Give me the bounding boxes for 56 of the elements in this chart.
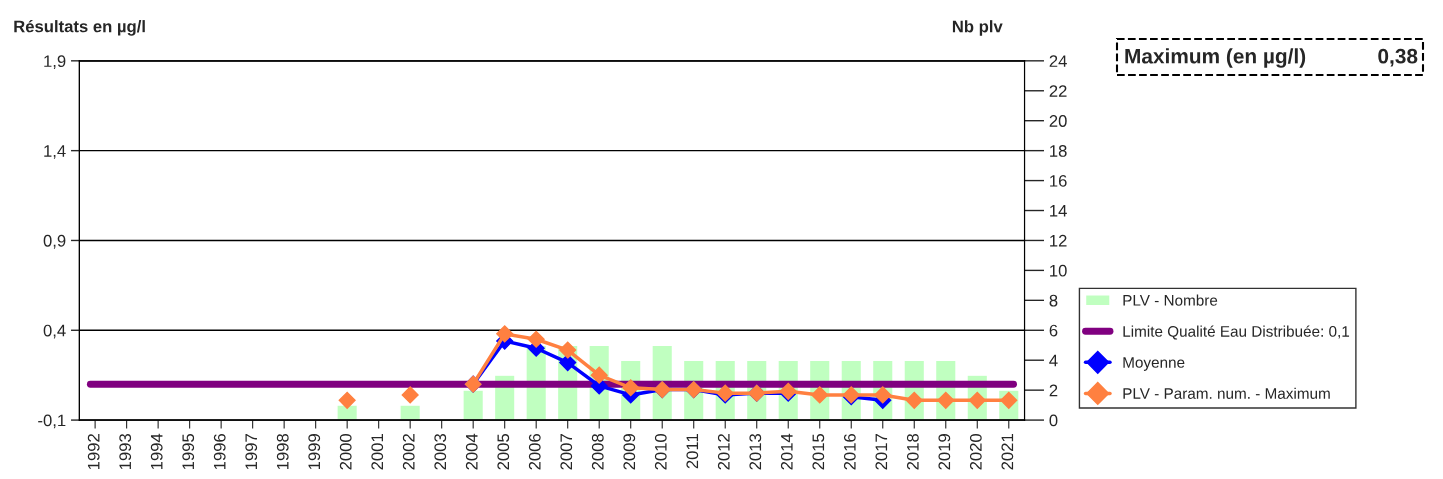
x-tick-label: 1994	[150, 433, 163, 470]
y-tick-label: 0,9	[43, 234, 66, 249]
text: 0,38	[1378, 48, 1418, 67]
x-tick-label: 1997	[245, 434, 258, 470]
x-tick-label: 1999	[308, 434, 321, 470]
x-tick-label: 2009	[623, 434, 636, 470]
x-tick-label: 2017	[875, 434, 888, 470]
x-tick-label: 2019	[938, 434, 951, 470]
y2-tick-label: 0	[1049, 414, 1058, 427]
x-tick-label: 2001	[371, 434, 384, 470]
y2-tick-label: 12	[1050, 234, 1067, 247]
x-tick-label: 2018	[906, 434, 919, 470]
x-tick-label: 2015	[812, 433, 825, 470]
y2-tick-label: 6	[1049, 324, 1058, 337]
legend-label: PLV - Param. num. - Maximum	[1123, 387, 1330, 399]
y2-tick-label: 18	[1050, 145, 1067, 157]
x-tick-label: 2014	[780, 433, 793, 470]
x-tick-label: 1992	[87, 434, 100, 470]
x-tick-label: 2007	[560, 434, 573, 470]
x-tick-label: 2010	[654, 433, 667, 470]
x-tick-label: 2013	[749, 434, 762, 470]
x-tick-label: 2016	[843, 434, 856, 470]
text: Maximum (en µg/l)	[1125, 48, 1306, 68]
legend-label: PLV - Nombre	[1123, 294, 1218, 306]
legend-label: Limite Qualité Eau Distribuée: 0,1	[1123, 325, 1350, 340]
x-tick-label: 1993	[119, 434, 132, 470]
x-tick-label: 1995	[182, 433, 195, 470]
x-tick-label: 2005	[497, 433, 510, 470]
y-tick-label: 1,9	[44, 55, 66, 69]
x-tick-label: 2020	[969, 433, 982, 470]
legend-label: Moyenne	[1123, 357, 1185, 371]
x-tick-label: 1998	[276, 434, 289, 470]
x-tick-label: 2021	[1001, 434, 1014, 470]
x-tick-label: 2012	[717, 434, 730, 470]
x-tick-label: 2004	[465, 433, 478, 470]
y2-tick-label: 2	[1049, 384, 1058, 397]
y2-tick-label: 10	[1050, 264, 1067, 277]
y-tick-label: 0,4	[43, 324, 66, 339]
x-tick-label: 2002	[402, 434, 415, 470]
x-tick-label: 2000	[339, 433, 352, 470]
y-tick-label: 1,4	[44, 145, 66, 159]
y2-tick-label: 24	[1049, 55, 1067, 67]
x-tick-label: 2011	[686, 434, 699, 469]
x-tick-label: 2003	[434, 434, 447, 470]
y2-tick-label: 20	[1049, 115, 1067, 127]
y2-tick-label: 8	[1049, 294, 1058, 307]
y-axis-title: Résultats en µg/l	[14, 19, 145, 36]
x-tick-label: 2008	[591, 434, 604, 470]
y2-tick-label: 14	[1050, 205, 1067, 217]
y2-axis-title: Nb plv	[952, 20, 1003, 36]
y2-tick-label: 16	[1050, 174, 1067, 187]
y2-tick-label: 22	[1049, 85, 1067, 97]
y-tick-label: -0,1	[38, 414, 66, 429]
x-tick-label: 2006	[528, 434, 541, 470]
x-tick-label: 1996	[213, 434, 226, 470]
y2-tick-label: 4	[1049, 354, 1058, 367]
